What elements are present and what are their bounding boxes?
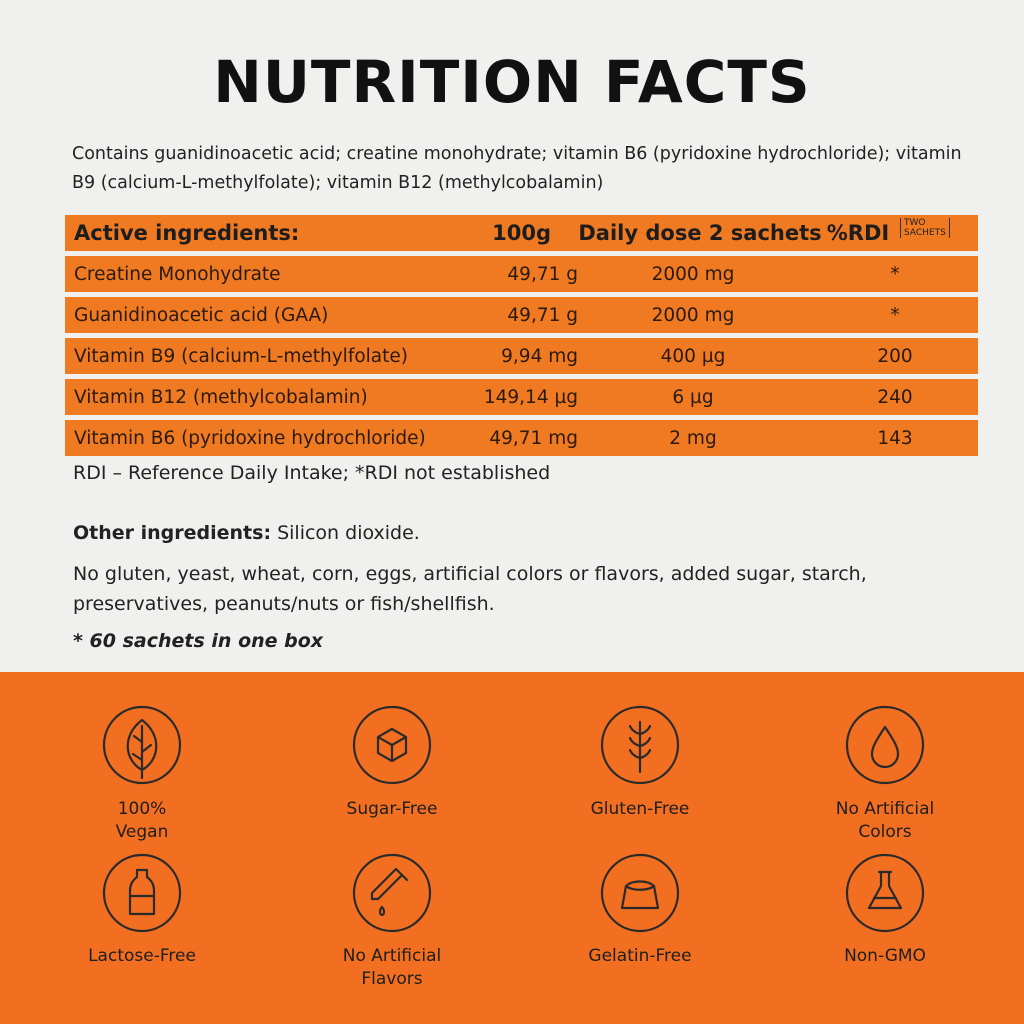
- table-row: Vitamin B9 (calcium-L-methylfolate) 9,94 …: [65, 338, 978, 374]
- table-cell: 143: [877, 427, 913, 449]
- rdi-note-line: TWO: [904, 218, 926, 228]
- badge-line: Sugar-Free: [346, 799, 438, 819]
- header-cell: Active ingredients:: [74, 221, 300, 245]
- badge-line: Flavors: [361, 969, 423, 989]
- table-header: Active ingredients: 100g Daily dose 2 sach…: [65, 215, 978, 251]
- table-row: Vitamin B12 (methylcobalamin) 149,14 µg 6 …: [65, 379, 978, 415]
- table-cell: Guanidinoacetic acid (GAA): [74, 304, 329, 326]
- other-label: Other ingredients:: [73, 522, 272, 544]
- badge-line: Gelatin-Free: [588, 946, 692, 966]
- badge-band: [0, 672, 1024, 1024]
- badge-label: 100% Vegan: [42, 798, 242, 844]
- badge-line: No Artificial: [342, 946, 442, 966]
- table-cell: 149,14 µg: [483, 386, 578, 408]
- rdi-note-line: SACHETS: [904, 228, 946, 238]
- table-row: Guanidinoacetic acid (GAA) 49,71 g 2000 mg…: [65, 297, 978, 333]
- other-ingredients: Other ingredients: Silicon dioxide.: [73, 522, 420, 544]
- free-from: No gluten, yeast, wheat, corn, eggs, art…: [73, 563, 867, 615]
- table-row: Creatine Monohydrate 49,71 g 2000 mg *: [65, 256, 978, 292]
- header-cell: Daily dose 2 sachets: [578, 221, 822, 245]
- table-cell: 240: [877, 386, 913, 408]
- table-cell: *: [890, 263, 900, 285]
- table-cell: Vitamin B12 (methylcobalamin): [74, 386, 368, 408]
- table-cell: 200: [877, 345, 913, 367]
- footnote: RDI – Reference Daily Intake; *RDI not e…: [73, 462, 551, 484]
- badge-line: Colors: [858, 822, 912, 842]
- badge-line: 100%: [117, 799, 167, 819]
- badge-label: Sugar-Free: [292, 798, 492, 821]
- badge-label: Non-GMO: [785, 945, 985, 968]
- badge-line: No Artificial: [835, 799, 935, 819]
- badge-line: Gluten-Free: [590, 799, 690, 819]
- rdi-note: TWO SACHETS: [900, 218, 950, 238]
- table-cell: 400 µg: [660, 345, 726, 367]
- table-row: Vitamin B6 (pyridoxine hydrochloride) 49,…: [65, 420, 978, 456]
- badge-label: No Artificial Colors: [785, 798, 985, 844]
- table-cell: Vitamin B6 (pyridoxine hydrochloride): [74, 427, 426, 449]
- table-cell: 9,94 mg: [501, 345, 578, 367]
- table-cell: 2 mg: [669, 427, 717, 449]
- table-cell: 49,71 g: [507, 304, 578, 326]
- badge-line: Lactose-Free: [88, 946, 196, 966]
- badge-label: Lactose-Free: [42, 945, 242, 968]
- box-note: * 60 sachets in one box: [73, 630, 324, 652]
- table-cell: Creatine Monohydrate: [74, 263, 281, 285]
- table-cell: 2000 mg: [651, 263, 735, 285]
- contains: Contains guanidinoacetic acid; creatine …: [72, 144, 962, 193]
- table-cell: 49,71 mg: [489, 427, 578, 449]
- table-cell: 2000 mg: [651, 304, 735, 326]
- badge-line: Non-GMO: [844, 946, 926, 966]
- badge-line: Vegan: [115, 822, 169, 842]
- table-cell: *: [890, 304, 900, 326]
- table-cell: 6 µg: [672, 386, 714, 408]
- other-text: Silicon dioxide.: [277, 522, 420, 544]
- badge-label: No Artificial Flavors: [292, 945, 492, 991]
- badge-label: Gelatin-Free: [540, 945, 740, 968]
- badge-label: Gluten-Free: [540, 798, 740, 821]
- table-cell: 49,71 g: [507, 263, 578, 285]
- header-cell: %RDI: [826, 221, 890, 245]
- table-cell: Vitamin B9 (calcium-L-methylfolate): [74, 345, 408, 367]
- title: NUTRITION FACTS: [213, 48, 811, 116]
- header-cell: 100g: [492, 221, 551, 245]
